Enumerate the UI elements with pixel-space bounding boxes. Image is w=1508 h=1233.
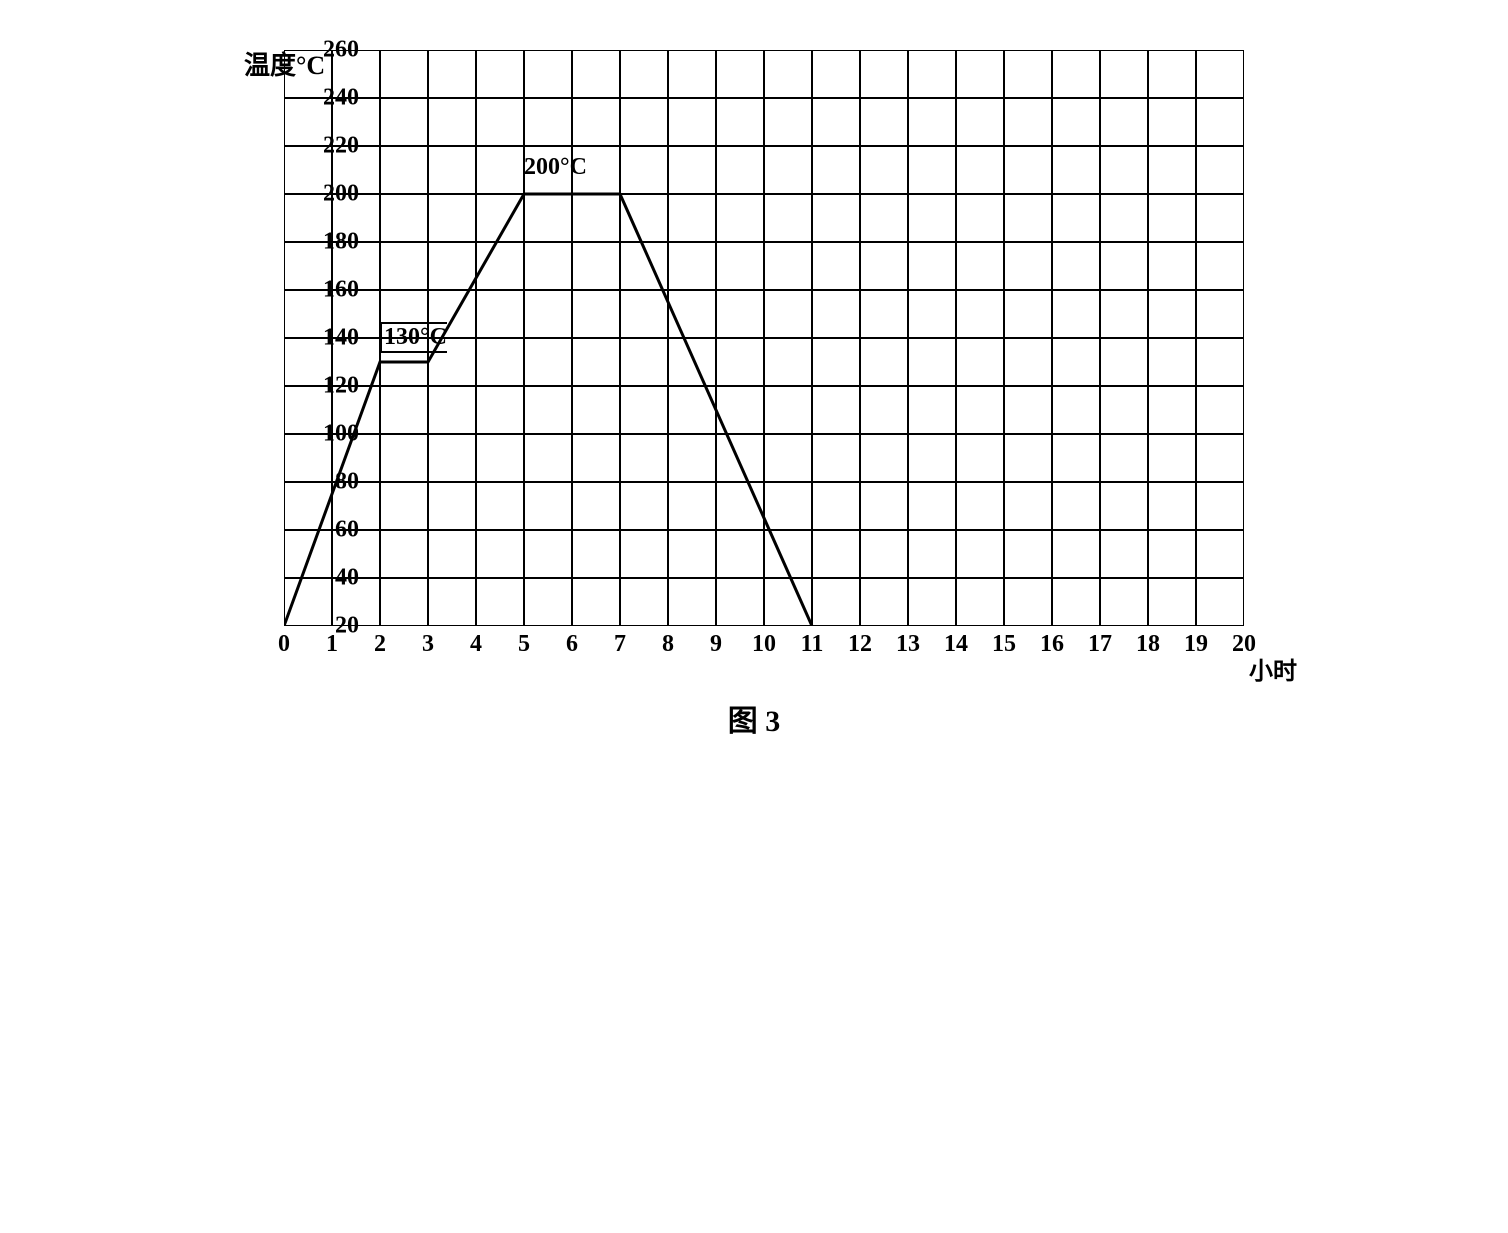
chart-annotation: 130°C xyxy=(380,322,447,353)
chart-plot-area: 2040608010012014016018020022024026001234… xyxy=(284,50,1304,626)
y-tick-label: 40 xyxy=(335,565,359,592)
x-tick-label: 9 xyxy=(710,631,722,658)
x-tick-label: 14 xyxy=(944,631,968,658)
data-line xyxy=(284,194,812,626)
y-tick-label: 60 xyxy=(335,517,359,544)
x-tick-label: 16 xyxy=(1040,631,1064,658)
x-axis-label: 小时 xyxy=(1249,651,1297,686)
x-tick-label: 0 xyxy=(278,631,290,658)
x-tick-label: 3 xyxy=(422,631,434,658)
y-tick-label: 200 xyxy=(323,181,359,208)
chart-container: 温度°C 20406080100120140160180200220240260… xyxy=(204,50,1304,740)
y-tick-label: 120 xyxy=(323,373,359,400)
x-tick-label: 18 xyxy=(1136,631,1160,658)
chart-annotation: 200°C xyxy=(524,154,587,181)
x-tick-label: 19 xyxy=(1184,631,1208,658)
y-tick-label: 220 xyxy=(323,133,359,160)
x-tick-label: 1 xyxy=(326,631,338,658)
x-tick-label: 6 xyxy=(566,631,578,658)
x-tick-label: 10 xyxy=(752,631,776,658)
y-tick-label: 140 xyxy=(323,325,359,352)
y-tick-label: 80 xyxy=(335,469,359,496)
x-tick-label: 2 xyxy=(374,631,386,658)
x-tick-label: 7 xyxy=(614,631,626,658)
x-tick-label: 4 xyxy=(470,631,482,658)
x-tick-label: 15 xyxy=(992,631,1016,658)
x-tick-label: 13 xyxy=(896,631,920,658)
y-tick-label: 180 xyxy=(323,229,359,256)
x-tick-label: 17 xyxy=(1088,631,1112,658)
y-tick-label: 240 xyxy=(323,85,359,112)
x-tick-label: 8 xyxy=(662,631,674,658)
x-tick-label: 12 xyxy=(848,631,872,658)
y-tick-label: 20 xyxy=(335,613,359,640)
y-tick-label: 100 xyxy=(323,421,359,448)
figure-caption: 图 3 xyxy=(204,696,1304,740)
x-tick-label: 5 xyxy=(518,631,530,658)
x-tick-label: 11 xyxy=(801,631,824,658)
y-tick-label: 260 xyxy=(323,37,359,64)
y-tick-label: 160 xyxy=(323,277,359,304)
